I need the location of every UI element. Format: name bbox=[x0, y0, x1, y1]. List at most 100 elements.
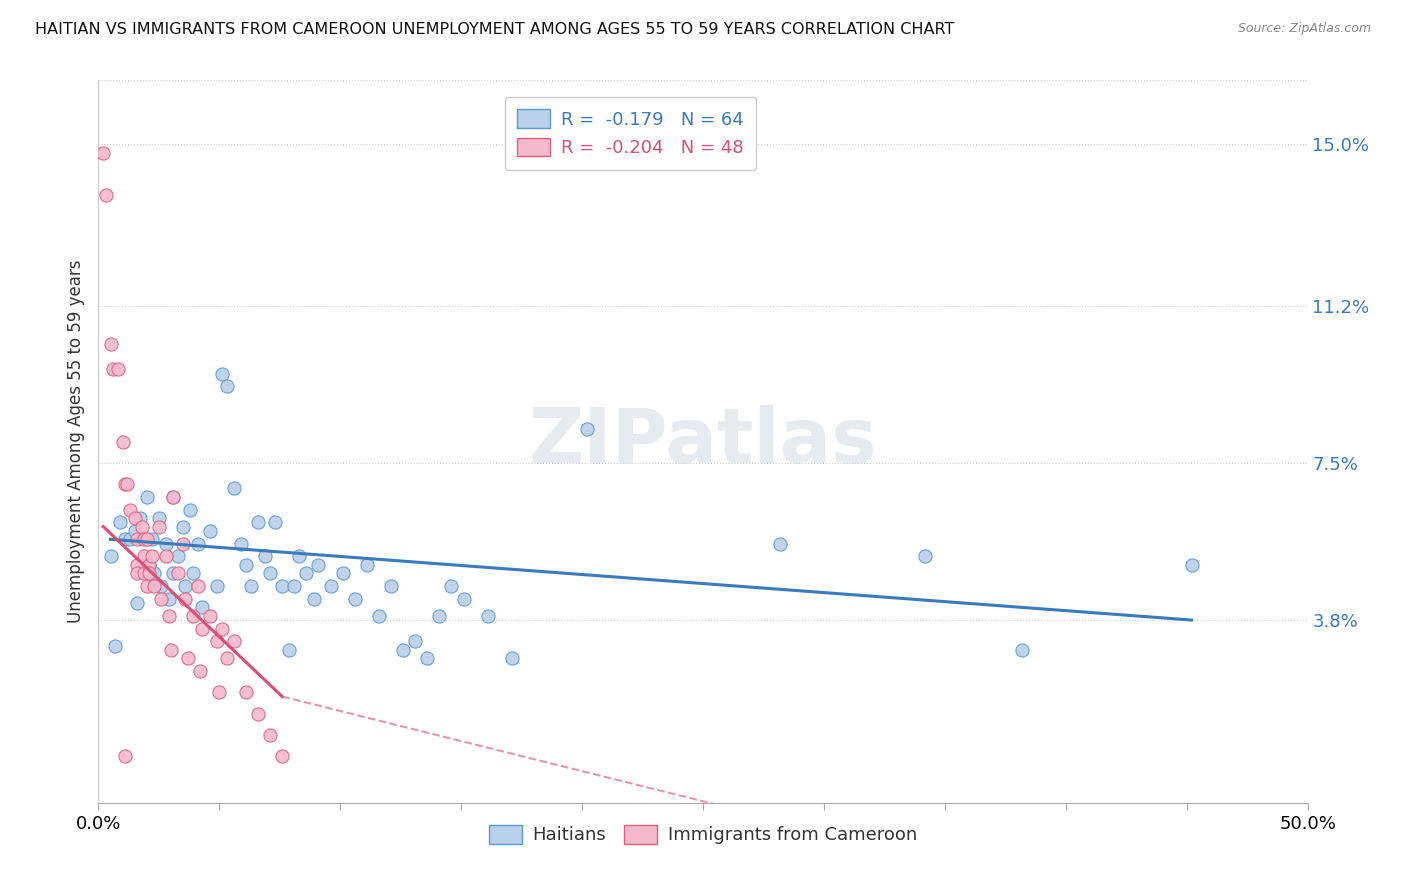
Point bbox=[1180, 558, 1202, 572]
Point bbox=[302, 591, 325, 606]
Text: HAITIAN VS IMMIGRANTS FROM CAMEROON UNEMPLOYMENT AMONG AGES 55 TO 59 YEARS CORRE: HAITIAN VS IMMIGRANTS FROM CAMEROON UNEM… bbox=[35, 22, 955, 37]
Point bbox=[215, 651, 238, 665]
Point bbox=[181, 566, 204, 581]
Point bbox=[172, 519, 194, 533]
Point bbox=[198, 524, 221, 538]
Point bbox=[174, 591, 197, 606]
Point bbox=[239, 579, 262, 593]
Point bbox=[135, 579, 157, 593]
Point bbox=[101, 362, 124, 376]
Point bbox=[114, 749, 136, 764]
Point bbox=[283, 579, 305, 593]
Point bbox=[167, 566, 190, 581]
Point bbox=[157, 591, 180, 606]
Point bbox=[138, 558, 160, 572]
Point bbox=[100, 336, 122, 351]
Point bbox=[429, 608, 451, 623]
Legend: Haitians, Immigrants from Cameroon: Haitians, Immigrants from Cameroon bbox=[482, 818, 924, 852]
Point bbox=[127, 533, 149, 547]
Point bbox=[319, 579, 342, 593]
Point bbox=[179, 502, 201, 516]
Point bbox=[107, 362, 129, 376]
Point bbox=[100, 549, 122, 564]
Point bbox=[114, 533, 136, 547]
Point bbox=[308, 558, 330, 572]
Point bbox=[440, 579, 463, 593]
Point bbox=[138, 566, 160, 581]
Point bbox=[211, 622, 233, 636]
Point bbox=[191, 622, 214, 636]
Point bbox=[769, 536, 792, 550]
Point bbox=[108, 516, 131, 530]
Point bbox=[141, 549, 163, 564]
Text: ZIPatlas: ZIPatlas bbox=[529, 405, 877, 478]
Point bbox=[222, 634, 245, 648]
Point bbox=[150, 591, 173, 606]
Point bbox=[104, 639, 127, 653]
Point bbox=[229, 536, 252, 550]
Point bbox=[127, 596, 149, 610]
Point bbox=[148, 511, 170, 525]
Point bbox=[174, 579, 197, 593]
Point bbox=[167, 549, 190, 564]
Point bbox=[157, 608, 180, 623]
Point bbox=[181, 608, 204, 623]
Point bbox=[134, 549, 156, 564]
Point bbox=[127, 558, 149, 572]
Point bbox=[1011, 642, 1033, 657]
Point bbox=[143, 579, 166, 593]
Point bbox=[392, 642, 415, 657]
Point bbox=[134, 533, 156, 547]
Point bbox=[138, 558, 160, 572]
Point bbox=[247, 706, 270, 721]
Point bbox=[191, 600, 214, 615]
Point bbox=[111, 434, 134, 449]
Point bbox=[135, 490, 157, 504]
Point bbox=[150, 579, 173, 593]
Point bbox=[295, 566, 318, 581]
Point bbox=[134, 558, 156, 572]
Point bbox=[222, 481, 245, 495]
Point bbox=[143, 566, 166, 581]
Point bbox=[177, 651, 200, 665]
Point bbox=[208, 685, 231, 699]
Point bbox=[187, 579, 209, 593]
Text: Source: ZipAtlas.com: Source: ZipAtlas.com bbox=[1237, 22, 1371, 36]
Point bbox=[235, 558, 257, 572]
Point bbox=[215, 379, 238, 393]
Point bbox=[160, 642, 183, 657]
Point bbox=[343, 591, 366, 606]
Point bbox=[155, 549, 177, 564]
Point bbox=[332, 566, 354, 581]
Point bbox=[416, 651, 439, 665]
Point bbox=[356, 558, 378, 572]
Point bbox=[162, 566, 184, 581]
Point bbox=[205, 634, 228, 648]
Point bbox=[91, 145, 114, 160]
Point bbox=[380, 579, 402, 593]
Point bbox=[162, 490, 184, 504]
Point bbox=[501, 651, 523, 665]
Point bbox=[914, 549, 936, 564]
Point bbox=[368, 608, 391, 623]
Point bbox=[271, 579, 294, 593]
Point bbox=[278, 642, 301, 657]
Point bbox=[131, 519, 153, 533]
Point bbox=[259, 566, 281, 581]
Point bbox=[134, 566, 156, 581]
Point bbox=[453, 591, 475, 606]
Point bbox=[211, 367, 233, 381]
Point bbox=[114, 477, 136, 491]
Point bbox=[404, 634, 426, 648]
Point bbox=[575, 422, 598, 436]
Point bbox=[205, 579, 228, 593]
Point bbox=[118, 502, 141, 516]
Point bbox=[188, 664, 211, 678]
Point bbox=[155, 536, 177, 550]
Point bbox=[198, 608, 221, 623]
Point bbox=[162, 490, 184, 504]
Point bbox=[259, 728, 281, 742]
Point bbox=[271, 749, 294, 764]
Point bbox=[141, 533, 163, 547]
Y-axis label: Unemployment Among Ages 55 to 59 years: Unemployment Among Ages 55 to 59 years bbox=[66, 260, 84, 624]
